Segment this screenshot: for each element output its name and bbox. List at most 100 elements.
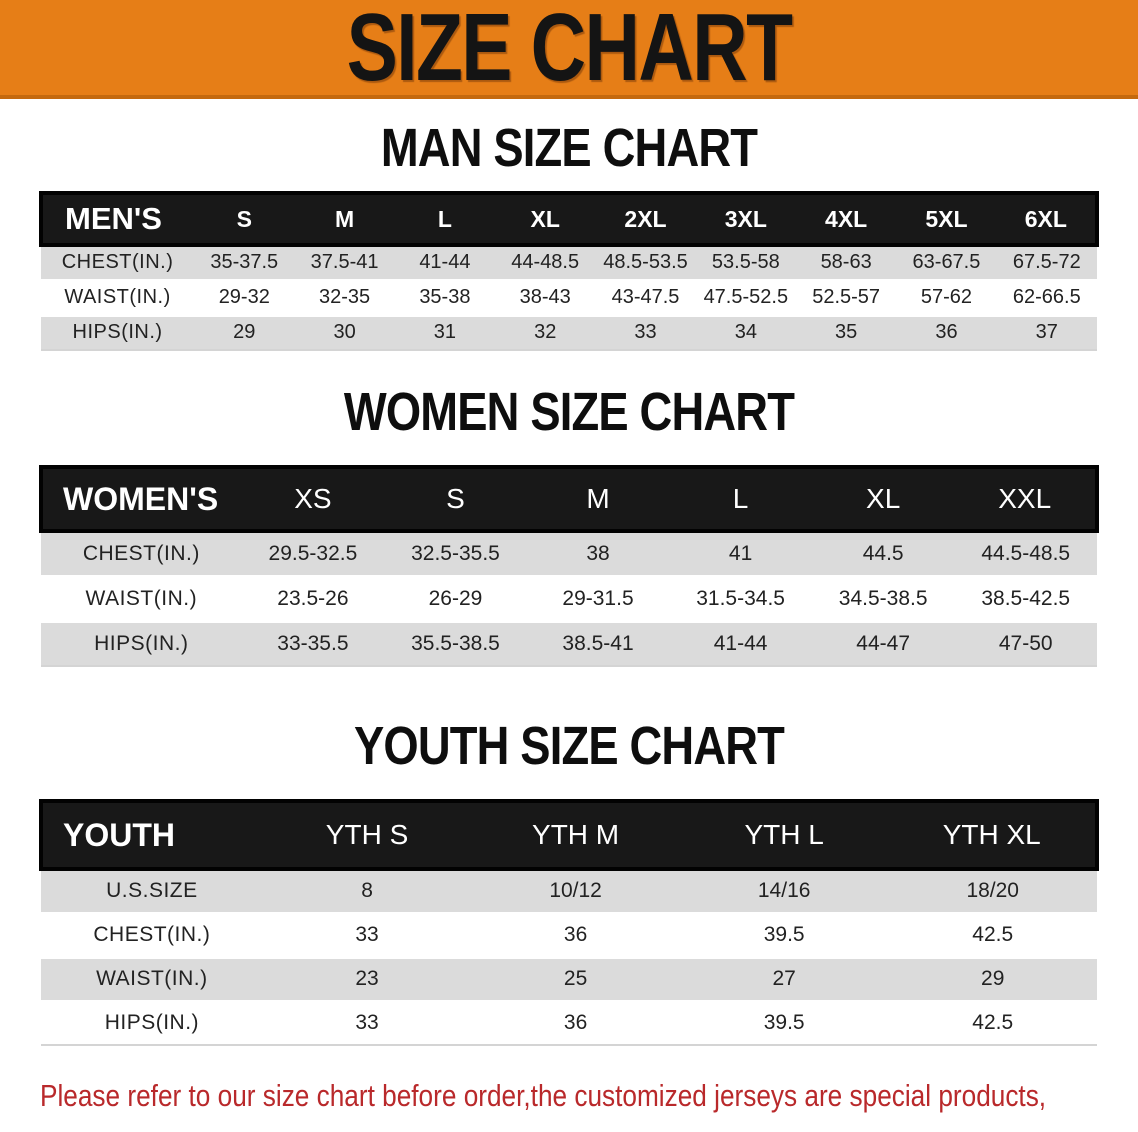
table-cell: 44.5-48.5 [954, 531, 1097, 578]
table-header-label: MEN'S [38, 191, 195, 247]
table-cell: 29-32 [194, 280, 295, 317]
table-cell: 35.5-38.5 [384, 621, 527, 667]
table-row: CHEST(IN.) 29.5-32.5 32.5-35.5 38 41 44.5 44.5… [41, 531, 1097, 578]
table-header-label: YOUTH [39, 799, 263, 871]
table-cell: 30 [294, 315, 395, 351]
table-row: HIPS(IN.) 33-35.5 35.5-38.5 38.5-41 41-44 44-… [41, 621, 1097, 667]
table-cell: 36 [471, 1001, 680, 1046]
table-header-label: WOMEN'S [39, 465, 242, 533]
table-cell: 23.5-26 [241, 576, 385, 623]
table-cell: 37.5-41 [294, 245, 395, 282]
table-cell: 23 [262, 957, 472, 1003]
row-label: U.S.SIZE [41, 869, 263, 915]
disclaimer-text: Please refer to our size chart before or… [40, 1072, 1100, 1132]
table-header-row: YOUTH YTH S YTH M YTH L YTH XL [39, 799, 1099, 871]
table-cell: 39.5 [679, 1001, 889, 1046]
row-label: WAIST(IN.) [41, 280, 195, 317]
table-row: HIPS(IN.) 29 30 31 32 33 34 35 36 37 [41, 315, 1097, 351]
table-cell: 41-44 [669, 621, 812, 667]
column-header: 6XL [996, 191, 1100, 247]
column-header: XS [241, 465, 385, 533]
table-cell: 37 [996, 315, 1097, 351]
table-cell: 42.5 [888, 1001, 1097, 1046]
row-label: HIPS(IN.) [41, 621, 242, 667]
table-cell: 38.5-41 [526, 621, 670, 667]
table-cell: 29 [194, 315, 295, 351]
table-row: CHEST(IN.) 35-37.5 37.5-41 41-44 44-48.5 48.5… [41, 245, 1097, 282]
table-cell: 53.5-58 [695, 245, 796, 282]
disclaimer-line-2: we don't accept cancel, change, teturn o… [40, 1120, 1100, 1132]
column-header: 5XL [896, 191, 997, 247]
man-section-title-text: MAN SIZE CHART [380, 118, 758, 178]
table-cell: 29-31.5 [526, 576, 670, 623]
column-header: XL [495, 191, 596, 247]
table-cell: 41 [669, 531, 812, 578]
size-table: YOUTH YTH S YTH M YTH L YTH XL U.S.SIZE 8 10/12… [39, 799, 1099, 1046]
youth-section-title: YOUTH SIZE CHART [0, 719, 1138, 773]
row-label: WAIST(IN.) [41, 957, 263, 1003]
table-cell: 8 [262, 869, 472, 915]
table-cell: 33-35.5 [241, 621, 385, 667]
table-cell: 48.5-53.5 [595, 245, 696, 282]
column-header: YTH XL [888, 799, 1099, 871]
table-cell: 34.5-38.5 [811, 576, 955, 623]
column-header: L [394, 191, 496, 247]
table-header-row: MEN'S S M L XL 2XL 3XL 4XL 5XL 6XL [38, 191, 1100, 247]
table-header-row: WOMEN'S XS S M L XL XXL [39, 465, 1099, 533]
table-cell: 42.5 [888, 913, 1097, 959]
table-cell: 32 [495, 315, 596, 351]
column-header: 3XL [695, 191, 796, 247]
row-label: CHEST(IN.) [41, 913, 263, 959]
table-cell: 32.5-35.5 [384, 531, 527, 578]
table-cell: 34 [695, 315, 796, 351]
column-header: 2XL [595, 191, 696, 247]
row-label: CHEST(IN.) [41, 245, 195, 282]
table-cell: 38.5-42.5 [954, 576, 1097, 623]
table-cell: 33 [262, 1001, 472, 1046]
disclaimer-line-1: Please refer to our size chart before or… [40, 1078, 1047, 1113]
table-row: HIPS(IN.) 33 36 39.5 42.5 [41, 1001, 1097, 1046]
table-cell: 63-67.5 [896, 245, 997, 282]
table-cell: 33 [595, 315, 696, 351]
table-cell: 62-66.5 [996, 280, 1097, 317]
column-header: YTH M [471, 799, 680, 871]
table-cell: 57-62 [896, 280, 997, 317]
table-cell: 47-50 [954, 621, 1097, 667]
size-chart-banner: SIZE CHART [0, 0, 1138, 99]
table-row: CHEST(IN.) 33 36 39.5 42.5 [41, 913, 1097, 959]
women-section-title-text: WOMEN SIZE CHART [343, 382, 795, 442]
column-header: YTH L [679, 799, 889, 871]
table-cell: 25 [471, 957, 680, 1003]
table-cell: 38 [526, 531, 670, 578]
table-cell: 41-44 [394, 245, 496, 282]
table-cell: 33 [262, 913, 472, 959]
table-cell: 44.5 [811, 531, 955, 578]
table-cell: 36 [896, 315, 997, 351]
table-cell: 35-38 [394, 280, 496, 317]
table-row: WAIST(IN.) 29-32 32-35 35-38 38-43 43-47.5 47.… [41, 280, 1097, 317]
youth-size-table: YOUTH YTH S YTH M YTH L YTH XL U.S.SIZE 8 10/12… [39, 799, 1099, 1046]
table-cell: 44-47 [811, 621, 955, 667]
table-cell: 43-47.5 [595, 280, 696, 317]
table-cell: 38-43 [495, 280, 596, 317]
table-row: WAIST(IN.) 23 25 27 29 [41, 957, 1097, 1003]
column-header: YTH S [262, 799, 472, 871]
table-cell: 29 [888, 957, 1097, 1003]
row-label: HIPS(IN.) [41, 315, 195, 351]
column-header: 4XL [795, 191, 897, 247]
women-section-title: WOMEN SIZE CHART [0, 385, 1138, 439]
size-table: MEN'S S M L XL 2XL 3XL 4XL 5XL 6XL CHEST(IN.) 35-37… [38, 191, 1100, 351]
men-size-table: MEN'S S M L XL 2XL 3XL 4XL 5XL 6XL CHEST(IN.) 35-37… [38, 191, 1100, 351]
table-cell: 36 [471, 913, 680, 959]
table-cell: 52.5-57 [795, 280, 897, 317]
table-cell: 29.5-32.5 [241, 531, 385, 578]
banner-title: SIZE CHART [346, 0, 793, 101]
table-cell: 14/16 [679, 869, 889, 915]
table-row: U.S.SIZE 8 10/12 14/16 18/20 [41, 869, 1097, 915]
row-label: WAIST(IN.) [41, 576, 242, 623]
column-header: L [669, 465, 812, 533]
column-header: S [384, 465, 527, 533]
women-size-table: WOMEN'S XS S M L XL XXL CHEST(IN.) 29.5-32.5 32.5… [39, 465, 1099, 667]
table-cell: 35 [795, 315, 897, 351]
table-cell: 44-48.5 [495, 245, 596, 282]
